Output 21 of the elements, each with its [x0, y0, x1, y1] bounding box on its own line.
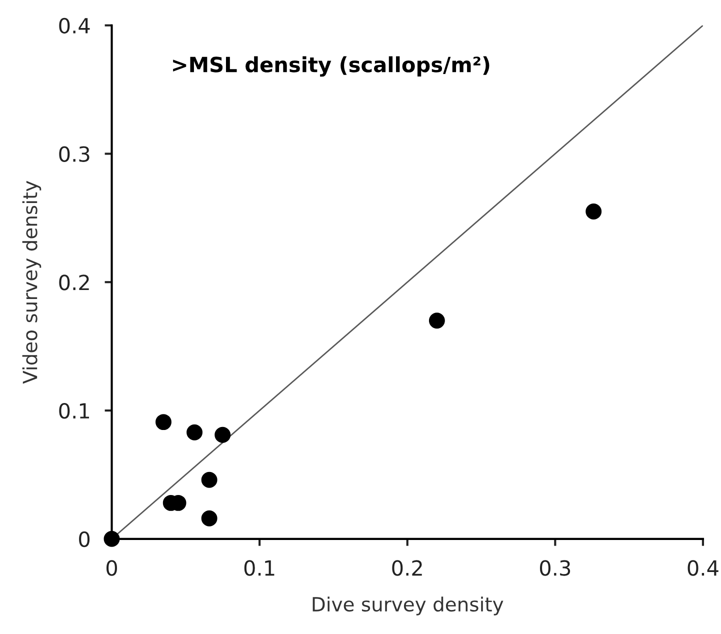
point — [428, 312, 445, 329]
x-tick-label: 0.4 — [688, 560, 718, 576]
x-axis-title: Dive survey density — [312, 596, 504, 616]
y-tick-label: 0.3 — [59, 146, 90, 162]
point — [201, 472, 218, 488]
y-tick-label: 0.4 — [59, 18, 90, 34]
y-tick-label: 0.2 — [59, 274, 89, 290]
x-tick-label: 0.3 — [540, 560, 570, 576]
x-tick-label: 0.2 — [392, 560, 422, 576]
point — [201, 510, 218, 526]
text: >MSL density (scallops/m²) — [173, 56, 490, 77]
x-tick-label: 0.1 — [244, 560, 274, 576]
point — [214, 426, 231, 443]
y-tick-label: 0 — [79, 531, 90, 548]
point — [104, 530, 120, 547]
point — [586, 204, 602, 220]
point — [156, 414, 172, 430]
point — [186, 424, 203, 440]
y-axis-title: Video survey density — [22, 180, 42, 384]
y-tick-label: 0.1 — [59, 402, 89, 419]
x-tick-label: 0 — [106, 560, 117, 576]
